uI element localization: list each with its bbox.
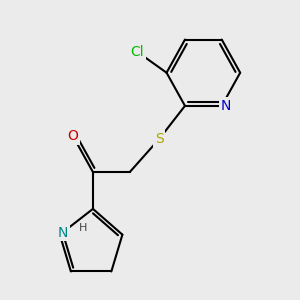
Text: H: H [79,223,87,233]
Text: N: N [221,99,231,113]
Text: O: O [67,129,78,143]
Text: Cl: Cl [130,46,144,59]
Text: S: S [155,132,164,146]
Text: N: N [58,226,68,240]
